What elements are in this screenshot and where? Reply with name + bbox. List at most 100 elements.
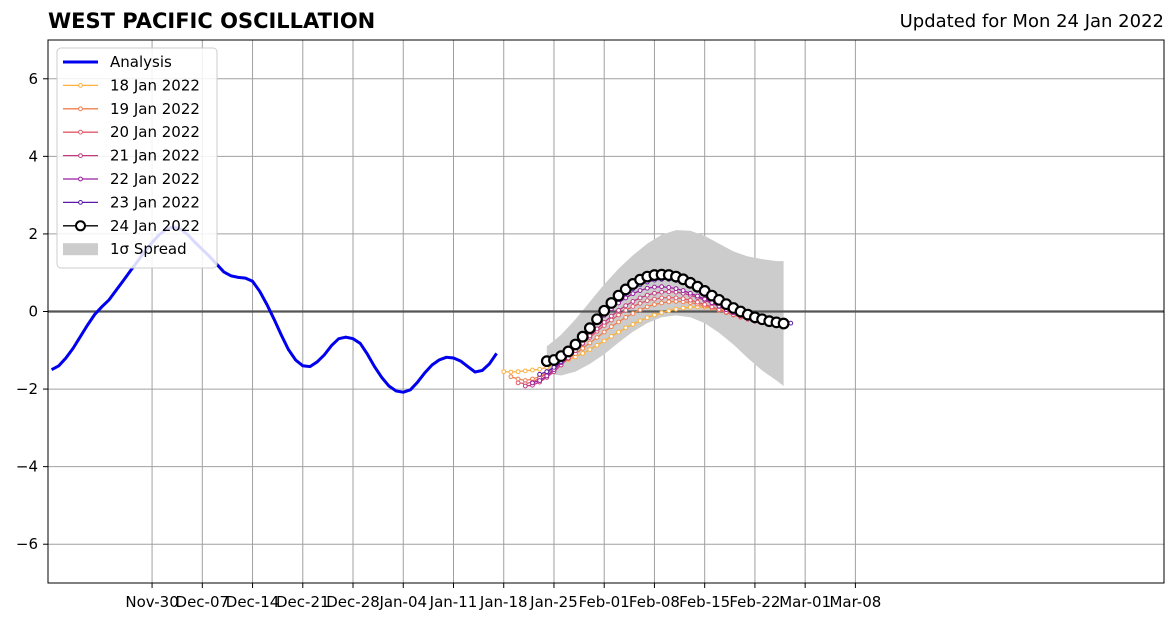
forecast-point [612, 289, 625, 302]
forecast-point [687, 290, 693, 296]
forecast-point [680, 296, 686, 302]
forecast-point [644, 285, 650, 291]
legend-marker [78, 129, 83, 135]
forecast-point [666, 295, 672, 300]
forecast-point [644, 298, 650, 304]
forecast-point [530, 380, 535, 386]
x-tick-label: Jan-25 [529, 593, 578, 611]
plot-frame [47, 39, 1165, 584]
forecast-point [687, 304, 693, 310]
forecast-point [666, 308, 672, 314]
forecast-point [616, 329, 621, 335]
legend-label: 24 Jan 2022 [110, 217, 200, 235]
y-tick-label: 6 [28, 70, 38, 88]
forecast-point [576, 330, 589, 343]
forecast-point [515, 380, 521, 386]
forecast-point [702, 302, 708, 307]
forecast-point [630, 311, 636, 316]
analysis-series [50, 225, 498, 394]
forecast-point [777, 317, 790, 330]
legend-label: 18 Jan 2022 [110, 76, 200, 94]
y-tick-label: −4 [16, 458, 38, 476]
forecast-point [551, 364, 557, 370]
legend-marker [75, 220, 86, 232]
updated-label: Updated for Mon 24 Jan 2022 [899, 11, 1164, 32]
forecast-point [644, 315, 650, 321]
legend-entry: 22 Jan 2022 [63, 170, 200, 188]
legend-entry: 23 Jan 2022 [63, 193, 200, 211]
y-tick-label: 2 [28, 225, 38, 243]
forecast-point [515, 369, 521, 375]
legend-box [56, 47, 218, 269]
forecast-point [569, 338, 582, 351]
axes: −6 −4 −2 0 2 4 6 Nov-30Dec-07Dec-14Dec-21Dec-28… [16, 39, 1165, 611]
x-tick-label: Feb-08 [629, 593, 680, 611]
forecast-point [587, 347, 593, 352]
forecast-point [644, 292, 650, 298]
forecast-point [630, 291, 636, 297]
forecast-point [522, 368, 528, 374]
forecast-point [637, 288, 643, 293]
x-tick-label: Dec-14 [226, 593, 280, 611]
forecast-point [608, 333, 614, 339]
legend-entry: 18 Jan 2022 [63, 76, 200, 94]
forecast-point [637, 295, 643, 301]
x-tick-label: Jan-11 [429, 593, 478, 611]
forecast-point [616, 312, 621, 318]
forecast-point [637, 300, 643, 306]
forecast-point [623, 325, 629, 331]
forecast-point [616, 319, 621, 325]
forecast-point [680, 305, 686, 311]
x-tick-label: Mar-01 [779, 593, 831, 611]
forecast-point [537, 378, 543, 383]
forecast-point [587, 340, 593, 346]
forecast-point [623, 314, 629, 320]
forecast-series [501, 268, 794, 389]
forecast-point [695, 293, 700, 299]
forecast-point [652, 302, 657, 307]
x-tick-label: Jan-18 [479, 593, 528, 611]
forecast-point [544, 369, 550, 375]
forecast-point [666, 289, 672, 295]
forecast-point [591, 313, 603, 326]
forecast-point [601, 329, 607, 335]
forecast-point [687, 297, 693, 303]
forecast-point [623, 295, 629, 301]
legend-label: 20 Jan 2022 [110, 123, 200, 141]
x-tick-label: Dec-21 [276, 593, 330, 611]
x-tick-label: Mar-08 [829, 593, 881, 611]
forecast-point [562, 345, 575, 358]
forecast-point [680, 288, 686, 293]
forecast-point [608, 313, 614, 319]
forecast-point [659, 300, 665, 306]
legend-label: 22 Jan 2022 [110, 170, 200, 188]
forecast-point [659, 310, 665, 316]
forecast-point [601, 319, 607, 325]
forecast-point [637, 307, 643, 313]
forecast-point [659, 295, 665, 301]
forecast-point [594, 342, 600, 348]
legend-entry: 1σ Spread [63, 240, 187, 258]
forecast-point [652, 296, 657, 302]
legend-marker [78, 200, 83, 205]
chart-title: WEST PACIFIC OSCILLATION [48, 9, 376, 33]
forecast-point [623, 307, 629, 313]
legend-entry: Analysis [63, 53, 172, 71]
forecast-point [537, 366, 543, 372]
legend-label: 23 Jan 2022 [110, 193, 200, 211]
legend-swatch [63, 243, 98, 256]
forecast-point [652, 290, 657, 296]
legend-label: Analysis [110, 53, 172, 71]
x-tick-label: Jan-04 [378, 593, 427, 611]
forecast-point [666, 299, 672, 305]
forecast-point [637, 318, 643, 324]
forecast-point [530, 367, 535, 373]
x-tick-label: Feb-15 [679, 593, 730, 611]
y-tick-label: 4 [28, 147, 38, 165]
forecast-point [598, 304, 611, 317]
y-tick-label: −6 [16, 535, 38, 553]
legend-label: 19 Jan 2022 [110, 100, 200, 118]
legend: Analysis 18 Jan 2022 19 Jan 2022 20 Jan 202… [56, 47, 218, 269]
forecast-24-jan-2022 [540, 268, 790, 368]
